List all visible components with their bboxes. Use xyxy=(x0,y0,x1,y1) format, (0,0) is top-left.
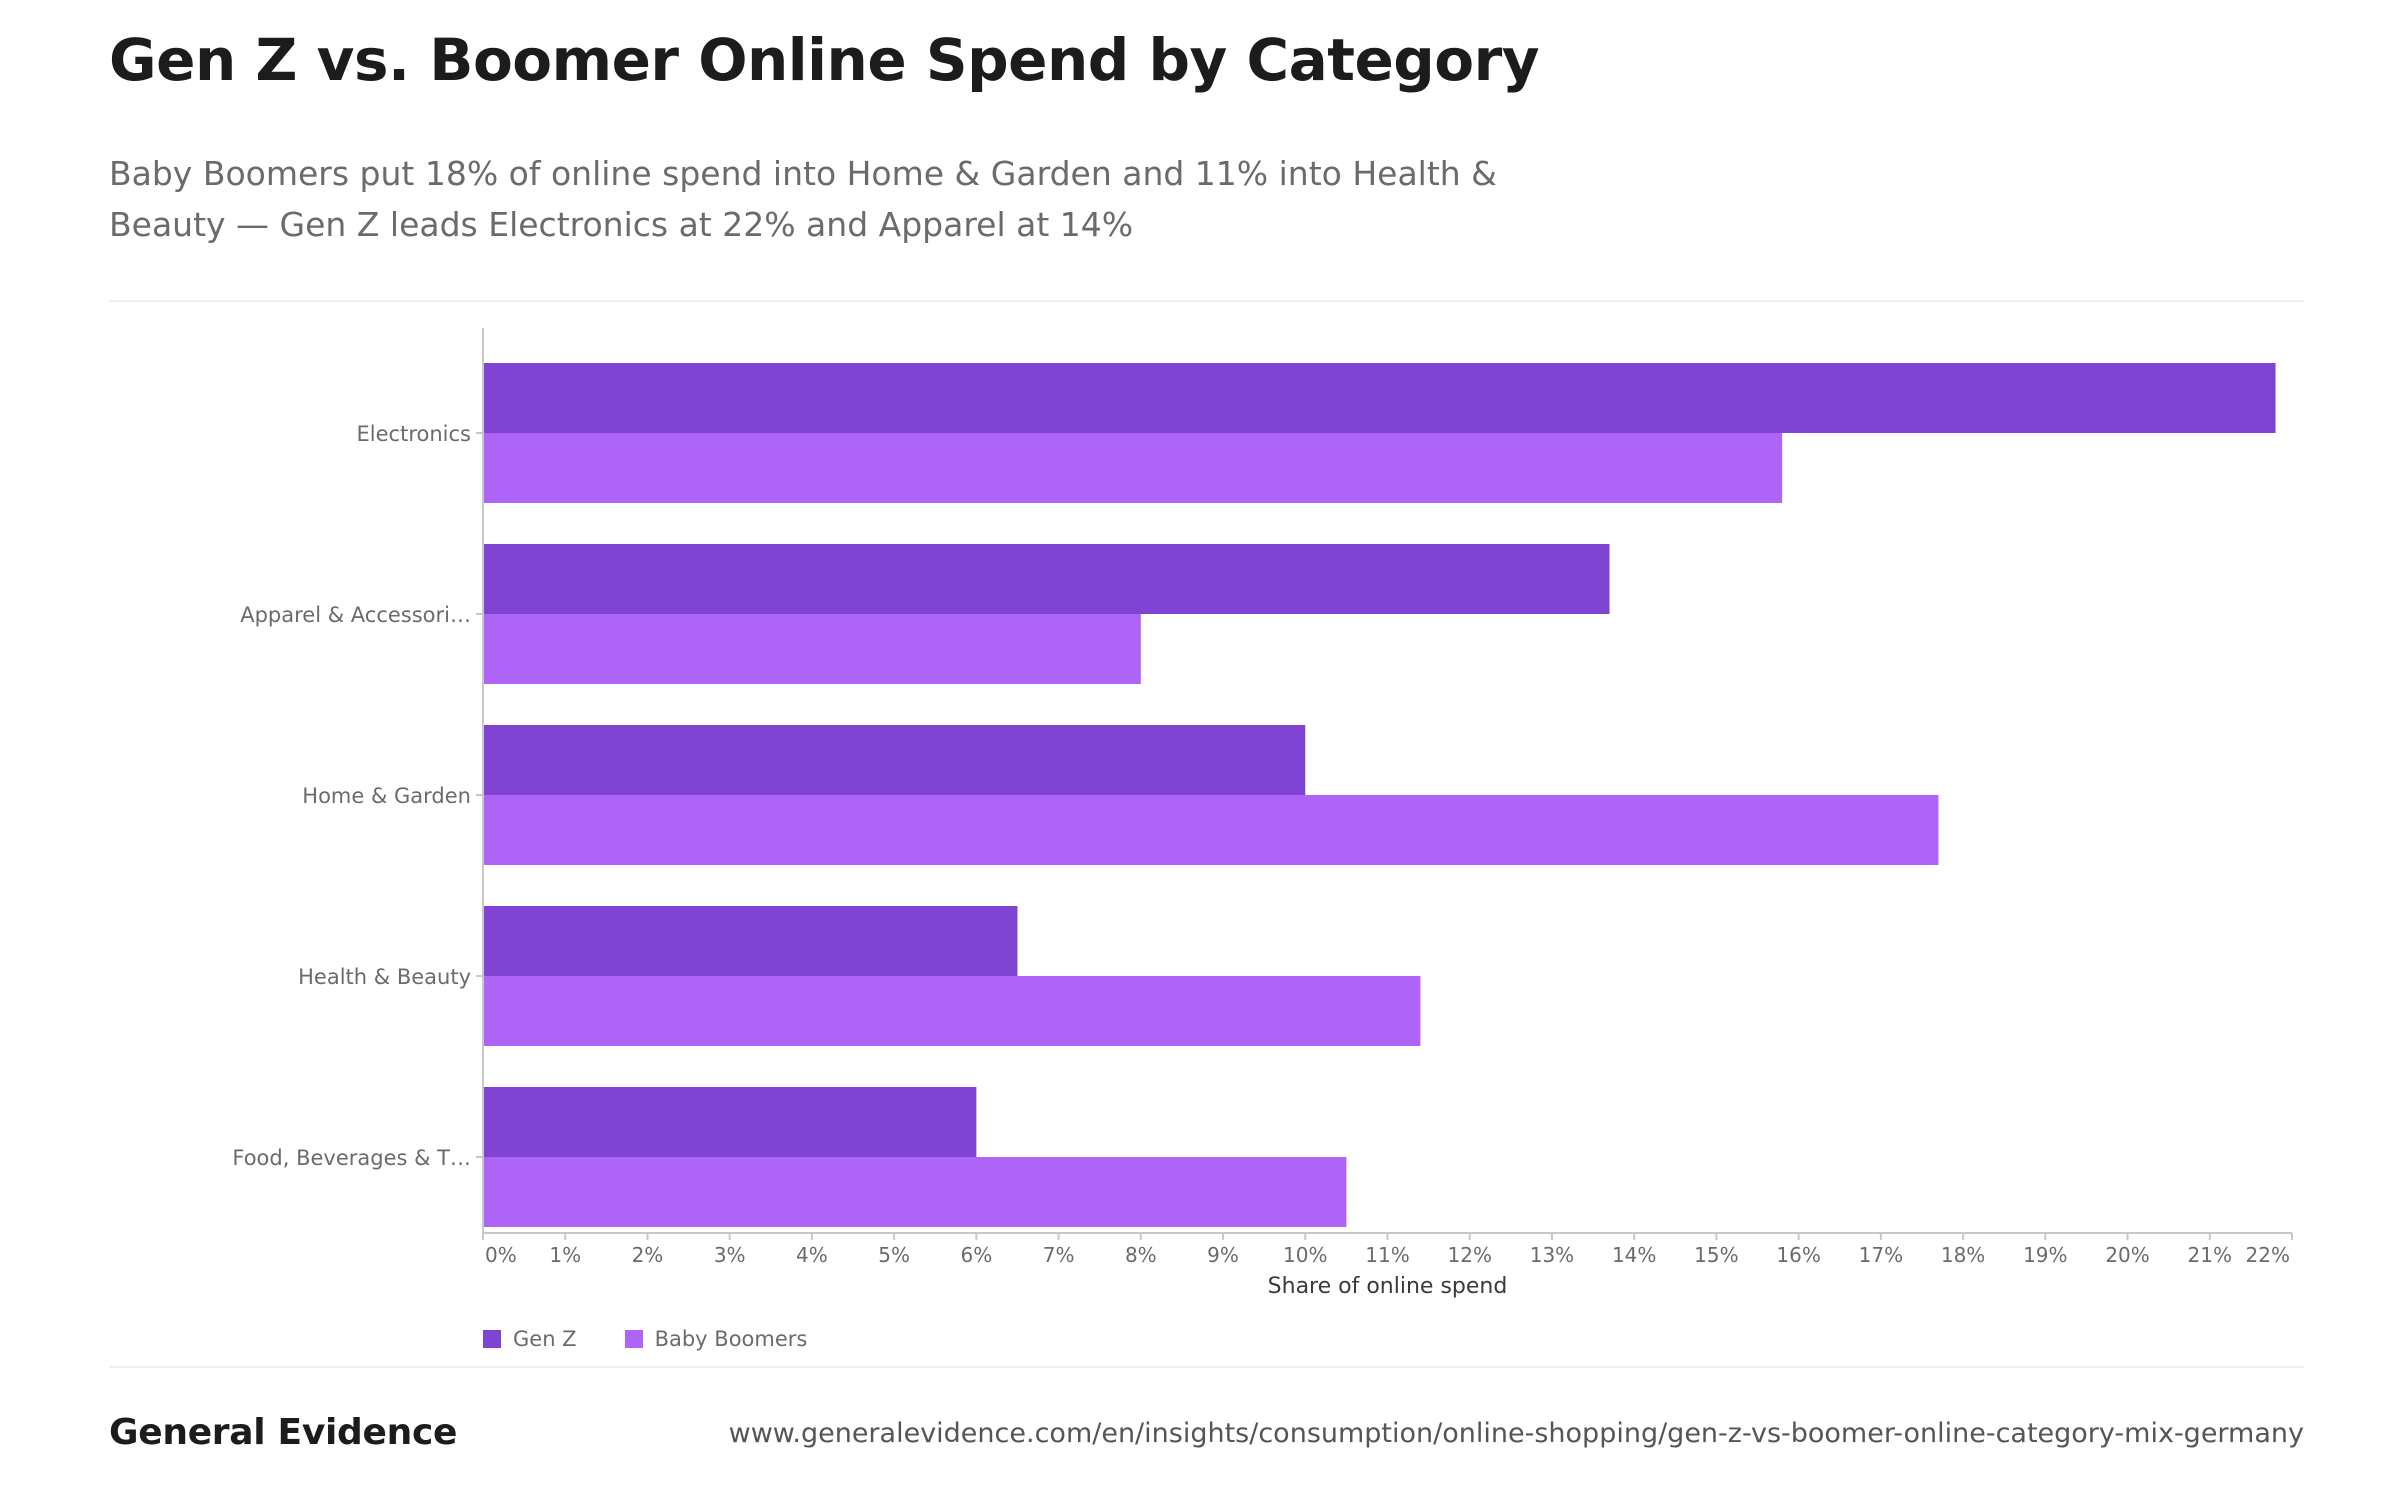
x-tick-label: 14% xyxy=(1612,1243,1656,1267)
x-axis-title: Share of online spend xyxy=(1268,1274,1508,1299)
x-tick-label: 2% xyxy=(632,1243,664,1267)
bars-group xyxy=(483,363,2276,1227)
x-tick-label: 17% xyxy=(1859,1243,1903,1267)
bar-chart: Electronics Apparel & Accessori… Home & Ga… xyxy=(232,328,2293,1299)
x-tick-label: 1% xyxy=(549,1243,581,1267)
page-subtitle: Baby Boomers put 18% of online spend int… xyxy=(109,154,1497,244)
x-tick-label: 7% xyxy=(1043,1243,1075,1267)
y-axis-ticks: Electronics Apparel & Accessori… Home & Ga… xyxy=(232,422,483,1170)
x-tick-label: 4% xyxy=(796,1243,828,1267)
bar-baby-boomers-electronics xyxy=(483,433,1783,503)
bar-gen-z-home-garden xyxy=(483,725,1306,795)
bar-gen-z-apparel-accessori xyxy=(483,544,1610,614)
legend-label-baby-boomers: Baby Boomers xyxy=(654,1327,808,1351)
legend-swatch-gen-z xyxy=(483,1330,501,1348)
y-tick-label-health-beauty: Health & Beauty xyxy=(298,965,471,989)
x-tick-label: 6% xyxy=(960,1243,992,1267)
source-url: www.generalevidence.com/en/insights/cons… xyxy=(728,1418,2304,1449)
bar-gen-z-food-beverages-t xyxy=(483,1087,977,1157)
x-tick-label: 20% xyxy=(2105,1243,2149,1267)
bar-gen-z-electronics xyxy=(483,363,2276,433)
y-tick-label-electronics: Electronics xyxy=(357,422,471,446)
bar-baby-boomers-food-beverages-t xyxy=(483,1157,1347,1227)
legend-label-gen-z: Gen Z xyxy=(513,1327,577,1351)
legend-item-gen-z: Gen Z xyxy=(483,1327,577,1351)
bar-baby-boomers-home-garden xyxy=(483,795,1939,865)
y-tick-label-food-beverages-t: Food, Beverages & T… xyxy=(232,1146,471,1170)
x-tick-label: 22% xyxy=(2246,1243,2290,1267)
bar-baby-boomers-health-beauty xyxy=(483,976,1421,1046)
x-tick-label: 13% xyxy=(1530,1243,1574,1267)
bar-gen-z-health-beauty xyxy=(483,906,1018,976)
x-tick-label: 16% xyxy=(1776,1243,1820,1267)
x-tick-label: 3% xyxy=(714,1243,746,1267)
brand-name: General Evidence xyxy=(109,1412,458,1453)
x-tick-label: 10% xyxy=(1283,1243,1327,1267)
x-tick-label: 11% xyxy=(1365,1243,1409,1267)
legend-item-baby-boomers: Baby Boomers xyxy=(624,1327,808,1351)
x-axis-ticks: 0% 1% 2% 3% 4% 5% 6% 7% 8% 9% 10% 11% 12% 13% 14% 15% 16… xyxy=(482,1233,2293,1267)
bar-baby-boomers-apparel-accessori xyxy=(483,614,1141,684)
legend-swatch-baby-boomers xyxy=(624,1330,643,1348)
y-tick-label-home-garden: Home & Garden xyxy=(302,784,471,808)
bottom-divider xyxy=(109,1366,2304,1368)
x-tick-label: 0% xyxy=(485,1243,517,1267)
x-tick-label: 5% xyxy=(878,1243,910,1267)
x-tick-label: 8% xyxy=(1125,1243,1157,1267)
legend: Gen Z Baby Boomers xyxy=(483,1327,855,1351)
x-tick-label: 12% xyxy=(1448,1243,1492,1267)
top-divider xyxy=(109,300,2304,302)
x-tick-label: 15% xyxy=(1694,1243,1738,1267)
x-tick-label: 21% xyxy=(2188,1243,2232,1267)
x-tick-label: 19% xyxy=(2023,1243,2067,1267)
page-title: Gen Z vs. Boomer Online Spend by Categor… xyxy=(109,26,1540,94)
y-tick-label-apparel-accessori: Apparel & Accessori… xyxy=(240,603,471,627)
x-tick-label: 9% xyxy=(1207,1243,1239,1267)
x-tick-label: 18% xyxy=(1941,1243,1985,1267)
